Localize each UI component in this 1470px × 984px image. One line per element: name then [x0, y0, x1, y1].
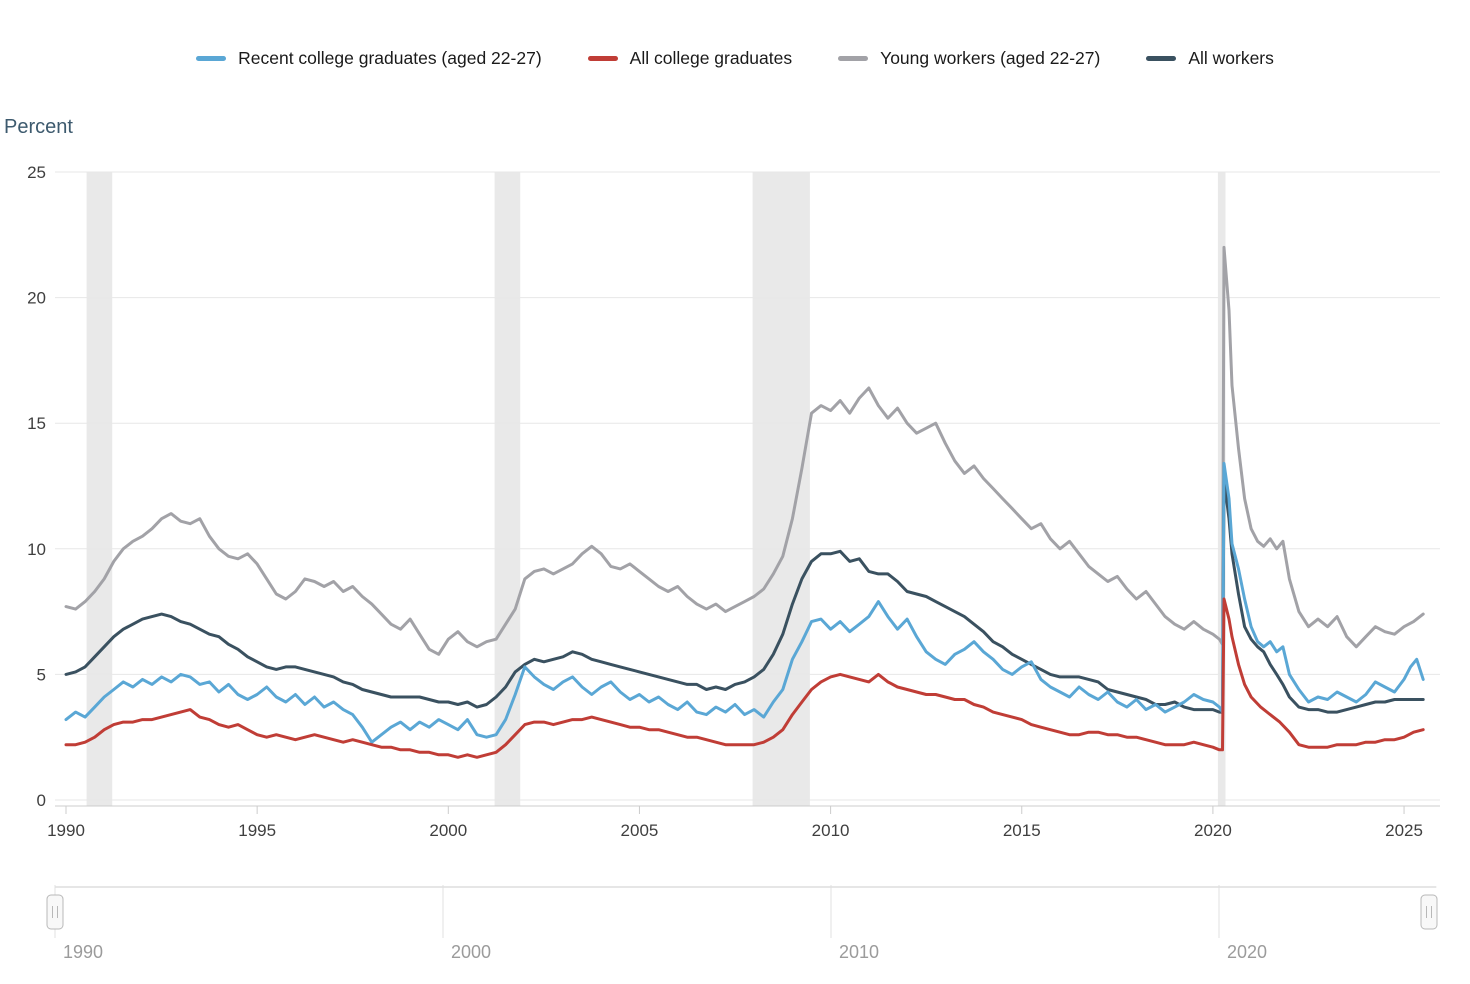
legend-line-swatch-icon: [838, 56, 869, 62]
x-tick-label-2010: 2010: [812, 821, 850, 840]
navigator-label-2020: 2020: [1227, 942, 1267, 962]
legend-item-1[interactable]: All college graduates: [587, 48, 793, 68]
navigator-track[interactable]: [55, 887, 1436, 938]
legend-line-swatch-icon: [196, 56, 227, 62]
legend-item-3[interactable]: All workers: [1146, 48, 1274, 68]
legend-item-0[interactable]: Recent college graduates (aged 22-27): [196, 48, 542, 68]
legend-label: Young workers (aged 22-27): [880, 48, 1101, 68]
series-line-1: [64, 597, 1425, 759]
x-tick-label-2015: 2015: [1003, 821, 1041, 840]
y-tick-label-25: 25: [27, 163, 46, 182]
legend-item-2[interactable]: Young workers (aged 22-27): [838, 48, 1101, 68]
recession-band-2: [752, 172, 810, 806]
legend-label: All workers: [1188, 48, 1274, 68]
legend-line-swatch-icon: [587, 56, 618, 62]
x-tick-label-2020: 2020: [1194, 821, 1232, 840]
y-tick-label-10: 10: [27, 540, 46, 559]
plot-area[interactable]: [55, 172, 1440, 806]
x-tick-label-2025: 2025: [1385, 821, 1423, 840]
recession-band-1: [494, 172, 521, 806]
y-tick-label-0: 0: [37, 791, 46, 810]
legend: Recent college graduates (aged 22-27) All…: [0, 48, 1470, 68]
x-tick-label-2000: 2000: [429, 821, 467, 840]
x-tick-label-2005: 2005: [621, 821, 659, 840]
series-line-0: [64, 461, 1425, 744]
legend-label: All college graduates: [629, 48, 793, 68]
x-tick-label-1995: 1995: [238, 821, 276, 840]
x-tick-label-1990: 1990: [47, 821, 85, 840]
legend-label: Recent college graduates (aged 22-27): [238, 48, 542, 68]
y-axis-title: Percent: [4, 116, 73, 138]
navigator-handle-left[interactable]: [46, 894, 64, 930]
navigator-label-2000: 2000: [451, 942, 491, 962]
y-tick-label-20: 20: [27, 289, 46, 308]
legend-line-swatch-icon: [1146, 56, 1177, 62]
series-line-3: [64, 477, 1425, 714]
series-line-2: [64, 245, 1425, 656]
y-tick-label-5: 5: [37, 665, 46, 684]
y-tick-label-15: 15: [27, 414, 46, 433]
navigator-label-2010: 2010: [839, 942, 879, 962]
navigator-handle-right[interactable]: [1420, 894, 1438, 930]
navigator-label-1990: 1990: [63, 942, 103, 962]
